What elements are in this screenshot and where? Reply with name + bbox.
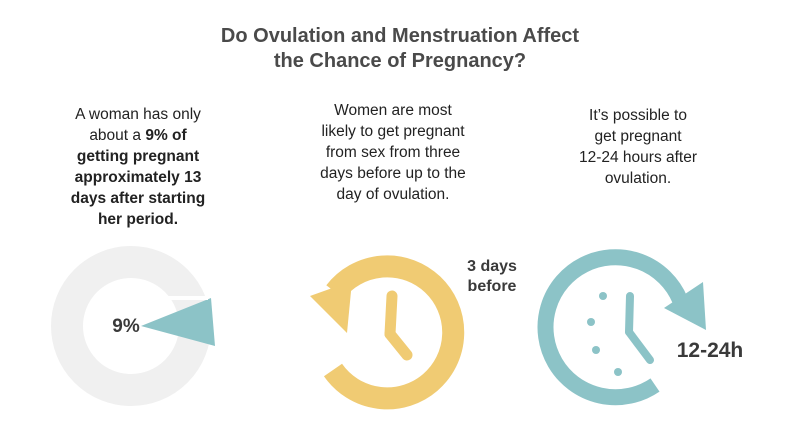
col2-line: days before up to the (320, 165, 466, 182)
clock-hand-hour (384, 290, 398, 340)
pie-slice-9-percent (141, 298, 215, 346)
col3-line: 12-24 hours after (578, 149, 698, 166)
clock-dot (592, 346, 600, 354)
col2-line: from sex from three (325, 144, 461, 161)
teal-clock-label: 12-24h (677, 339, 744, 362)
col1-line: her period. (97, 211, 179, 228)
col1-line: getting pregnant (76, 148, 200, 165)
col2-line: likely to get pregnant (321, 123, 465, 140)
page-title: Do Ovulation and Menstruation Affect the… (0, 24, 800, 74)
clock-arc (323, 255, 465, 410)
pie-gap (160, 296, 208, 300)
col1-line: days after starting (70, 190, 206, 207)
col3-line: get pregnant (594, 128, 682, 145)
col3-line: ovulation. (604, 170, 672, 187)
clock-hand-minute (384, 328, 413, 361)
arrow-head (310, 281, 352, 333)
teal-hand-hour (625, 292, 634, 336)
clock-label-line1: 3 days (467, 258, 517, 275)
clock-dot (599, 292, 607, 300)
teal-hand-minute (625, 328, 654, 364)
teal-clock-arc (537, 249, 688, 406)
pie-label: 9% (112, 316, 140, 337)
teal-arrow-head (664, 282, 706, 330)
clock-dot (614, 368, 622, 376)
clock-dot (587, 318, 595, 326)
col1-line: approximately 13 (74, 169, 202, 186)
title-line-1: Do Ovulation and Menstruation Affect (220, 25, 580, 47)
col2-line: day of ovulation. (336, 186, 450, 203)
title-line-2: the Chance of Pregnancy? (273, 50, 527, 72)
pie-chart-icon: 9% (51, 246, 215, 406)
clock-arrow-icon: 3 days before (310, 255, 517, 410)
clock-label-line2: before (468, 278, 517, 295)
col1-line: A woman has only (75, 106, 201, 123)
col3-line: It’s possible to (589, 107, 687, 124)
column-1-text: A woman has only about a 9% of getting p… (52, 104, 224, 230)
col2-line: Women are most (334, 102, 452, 119)
column-2-text: Women are most likely to get pregnant fr… (298, 100, 488, 205)
clock-forward-arrow-icon: 12-24h (537, 249, 744, 406)
column-3-text: It’s possible to get pregnant 12-24 hour… (553, 105, 723, 189)
col1-line: about a 9% of (89, 127, 187, 144)
